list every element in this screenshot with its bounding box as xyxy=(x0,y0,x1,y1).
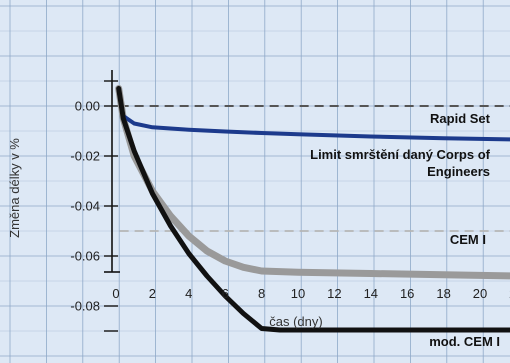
x-tick-label: 12 xyxy=(327,286,341,301)
x-tick-label: 4 xyxy=(185,286,192,301)
series-labels: Rapid Set Limit smrštění daný Corps of E… xyxy=(310,111,500,349)
x-tick-label: 18 xyxy=(436,286,450,301)
y-axis-label: Změna délky v % xyxy=(7,138,22,238)
mod-cem-i-label: mod. CEM I xyxy=(429,334,500,349)
x-axis-label: čas (dny) xyxy=(269,314,322,329)
y-tick-label: -0.04 xyxy=(70,199,100,214)
limit-label-line2: Engineers xyxy=(427,164,490,179)
x-tick-label: 0 xyxy=(112,286,119,301)
y-tick-label: -0.06 xyxy=(70,249,100,264)
series-mod-cem-i xyxy=(116,86,510,333)
y-tick-label: 0.00 xyxy=(75,99,100,114)
series-rapid-set xyxy=(116,89,510,142)
x-tick-label: 14 xyxy=(364,286,378,301)
rapid-set-label: Rapid Set xyxy=(430,111,491,126)
x-tick-label: 20 xyxy=(473,286,487,301)
x-tick-label: 10 xyxy=(291,286,305,301)
limit-label-line1: Limit smrštění daný Corps of xyxy=(310,147,491,162)
tick-labels: 0.00 -0.02 -0.04 -0.06 -0.08 0 2 4 6 8 10 12 14 16 18 2… xyxy=(70,99,510,314)
reference-lines xyxy=(119,105,510,232)
axes xyxy=(104,70,120,332)
x-tick-label: 2 xyxy=(149,286,156,301)
cem-i-label: CEM I xyxy=(450,232,486,247)
y-tick-label: -0.08 xyxy=(70,299,100,314)
series-lines xyxy=(115,85,510,333)
x-tick-label: 8 xyxy=(258,286,265,301)
x-tick-label: 16 xyxy=(400,286,414,301)
x-tick-label: 6 xyxy=(222,286,229,301)
y-tick-label: -0.02 xyxy=(70,149,100,164)
